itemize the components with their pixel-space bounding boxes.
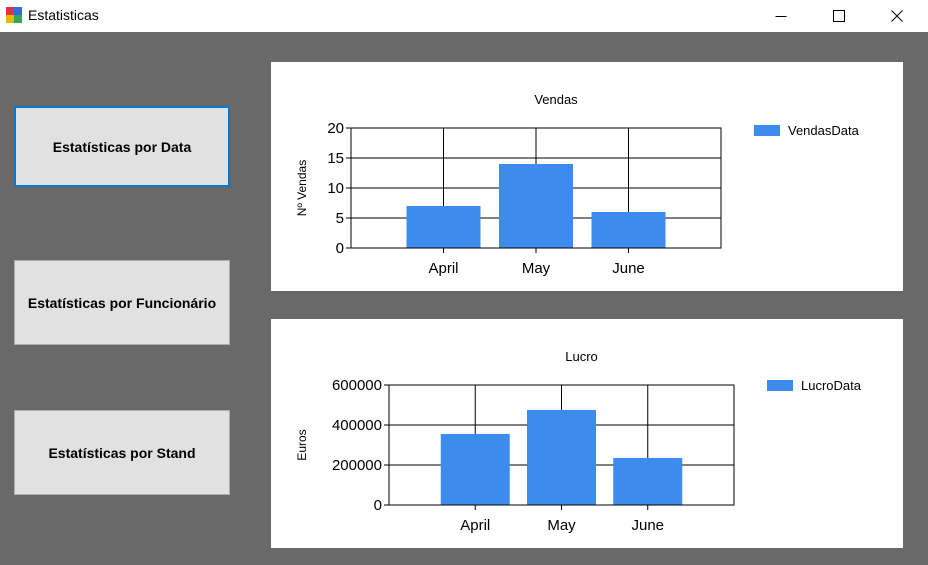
profit-legend-label: LucroData	[801, 378, 862, 393]
sales-ytick-label: 20	[327, 120, 344, 137]
profit-xtick-label: April	[460, 517, 490, 534]
minimize-icon	[775, 16, 787, 17]
profit-legend-swatch	[767, 380, 793, 391]
app-icon	[6, 7, 22, 23]
sales-chart-title: Vendas	[534, 92, 578, 107]
stats-by-stand-button[interactable]: Estatísticas por Stand	[14, 410, 230, 495]
profit-xtick-label: June	[631, 517, 664, 534]
stats-by-stand-label: Estatísticas por Stand	[48, 444, 196, 461]
minimize-button[interactable]	[758, 0, 804, 32]
stats-by-employee-button[interactable]: Estatísticas por Funcionário	[14, 260, 230, 345]
sales-bar-may	[499, 164, 573, 248]
sales-xtick-label: May	[522, 260, 551, 277]
close-button[interactable]	[874, 0, 920, 32]
profit-chart-title: Lucro	[565, 349, 598, 364]
profit-ytick-label: 400000	[332, 417, 382, 434]
stats-by-date-label: Estatísticas por Data	[52, 138, 192, 155]
sales-ytick-label: 5	[336, 210, 344, 227]
sales-legend-swatch	[754, 125, 780, 136]
sales-chart-panel: Vendas 0 5 10 15 20 April May June Nº Vendas Venda…	[271, 62, 903, 291]
profit-ytick-label: 200000	[332, 457, 382, 474]
window-title: Estatisticas	[28, 7, 99, 23]
close-icon	[891, 10, 903, 22]
maximize-icon	[833, 10, 845, 22]
title-bar: Estatisticas	[0, 0, 928, 32]
profit-bar-april	[440, 434, 510, 505]
stats-by-employee-label: Estatísticas por Funcionário	[27, 294, 217, 311]
sales-ylabel: Nº Vendas	[295, 160, 309, 216]
maximize-button[interactable]	[816, 0, 862, 32]
profit-chart: Lucro 0 200000 400000 600000 April May June Euro…	[295, 349, 862, 534]
stats-by-date-button[interactable]: Estatísticas por Data	[14, 106, 230, 187]
sales-bar-june	[591, 212, 666, 248]
profit-bar-june	[613, 458, 683, 505]
profit-xtick-label: May	[547, 517, 576, 534]
sales-xtick-label: June	[612, 260, 645, 277]
profit-chart-panel: Lucro 0 200000 400000 600000 April May June Euro…	[271, 319, 903, 548]
profit-ylabel: Euros	[295, 429, 309, 460]
profit-bar-may	[527, 410, 596, 505]
sales-legend-label: VendasData	[788, 123, 860, 138]
sales-chart: Vendas 0 5 10 15 20 April May June Nº Vendas Venda…	[295, 92, 860, 277]
profit-ytick-label: 600000	[332, 377, 382, 394]
sales-ytick-label: 15	[327, 150, 344, 167]
sales-xtick-label: April	[428, 260, 458, 277]
sales-ytick-label: 0	[336, 240, 344, 257]
sales-ytick-label: 10	[327, 180, 344, 197]
profit-ytick-label: 0	[374, 497, 382, 514]
sales-bar-april	[406, 206, 481, 248]
